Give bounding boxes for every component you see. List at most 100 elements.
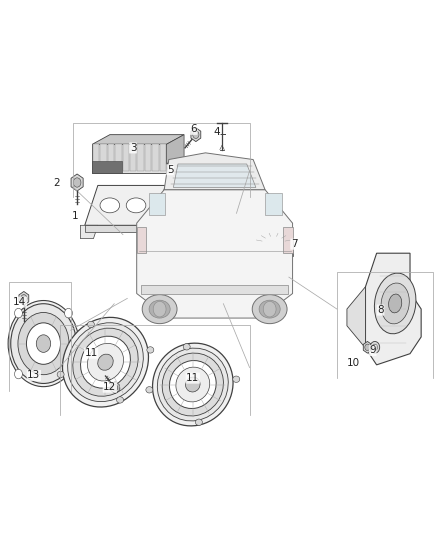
Bar [93, 144, 99, 171]
Bar [100, 144, 107, 171]
Bar [123, 144, 129, 171]
Circle shape [14, 309, 22, 318]
Text: 6: 6 [191, 124, 197, 134]
Ellipse shape [195, 419, 202, 425]
Ellipse shape [67, 323, 143, 402]
Ellipse shape [162, 353, 223, 416]
Polygon shape [141, 285, 288, 294]
Ellipse shape [267, 238, 281, 249]
Ellipse shape [259, 300, 280, 318]
Polygon shape [111, 382, 119, 393]
Polygon shape [92, 135, 184, 144]
Polygon shape [164, 153, 265, 190]
Circle shape [365, 344, 370, 351]
Bar [283, 227, 293, 253]
Text: 5: 5 [167, 165, 173, 175]
Ellipse shape [233, 376, 240, 382]
Text: 13: 13 [27, 370, 40, 381]
Ellipse shape [157, 348, 228, 421]
Text: 11: 11 [186, 373, 199, 383]
Text: 12: 12 [103, 382, 117, 392]
Polygon shape [81, 225, 98, 239]
Circle shape [263, 301, 276, 317]
Ellipse shape [389, 294, 402, 313]
Circle shape [169, 164, 175, 171]
Text: 1: 1 [71, 211, 78, 221]
Circle shape [64, 309, 72, 318]
Ellipse shape [186, 377, 200, 392]
Bar [152, 144, 159, 171]
Ellipse shape [252, 295, 287, 324]
Ellipse shape [381, 283, 410, 324]
Circle shape [21, 295, 27, 302]
Ellipse shape [183, 344, 190, 350]
Circle shape [8, 301, 79, 386]
Bar [115, 144, 122, 171]
Circle shape [370, 342, 380, 353]
Ellipse shape [149, 300, 170, 318]
Circle shape [18, 312, 69, 375]
Bar [137, 227, 146, 253]
Bar [108, 144, 114, 171]
Polygon shape [254, 244, 293, 256]
Bar [159, 144, 166, 171]
Circle shape [14, 369, 22, 379]
Circle shape [11, 304, 76, 383]
Polygon shape [166, 135, 184, 173]
Circle shape [26, 323, 60, 365]
Bar [138, 144, 144, 171]
Text: 3: 3 [130, 143, 136, 153]
Circle shape [73, 178, 81, 187]
Ellipse shape [261, 233, 286, 254]
Polygon shape [19, 292, 29, 305]
Polygon shape [191, 128, 201, 142]
Text: 7: 7 [291, 239, 297, 249]
Ellipse shape [146, 386, 153, 393]
Polygon shape [71, 174, 83, 191]
Polygon shape [92, 144, 166, 173]
Polygon shape [363, 342, 371, 353]
Circle shape [64, 369, 72, 379]
Bar [145, 144, 151, 171]
Ellipse shape [98, 354, 113, 370]
Ellipse shape [63, 317, 148, 407]
Polygon shape [347, 287, 365, 348]
Circle shape [113, 384, 118, 391]
Text: 8: 8 [377, 305, 384, 315]
Circle shape [153, 301, 166, 317]
Text: 10: 10 [347, 358, 360, 368]
Polygon shape [85, 225, 152, 232]
Text: 14: 14 [13, 297, 27, 307]
Ellipse shape [88, 343, 124, 381]
Ellipse shape [176, 367, 210, 402]
Ellipse shape [88, 321, 95, 328]
Text: 11: 11 [85, 348, 98, 358]
Ellipse shape [170, 360, 216, 408]
Ellipse shape [57, 372, 64, 378]
Ellipse shape [374, 273, 416, 334]
Polygon shape [85, 185, 166, 225]
Bar [130, 144, 137, 171]
Text: 4: 4 [213, 127, 220, 137]
Circle shape [372, 344, 378, 351]
Ellipse shape [147, 347, 154, 353]
Ellipse shape [117, 397, 124, 403]
Ellipse shape [271, 241, 277, 246]
Text: 9: 9 [369, 345, 376, 356]
Bar [92, 161, 122, 173]
Circle shape [36, 335, 51, 352]
Ellipse shape [126, 198, 146, 213]
Polygon shape [137, 190, 293, 318]
Polygon shape [161, 204, 175, 220]
Polygon shape [365, 253, 421, 365]
Ellipse shape [142, 295, 177, 324]
Circle shape [166, 161, 178, 174]
Ellipse shape [81, 336, 131, 388]
Ellipse shape [152, 343, 233, 426]
Ellipse shape [254, 228, 293, 260]
Polygon shape [265, 193, 282, 215]
Polygon shape [148, 193, 165, 215]
Ellipse shape [100, 198, 120, 213]
Text: 2: 2 [53, 177, 60, 188]
Circle shape [193, 131, 199, 139]
